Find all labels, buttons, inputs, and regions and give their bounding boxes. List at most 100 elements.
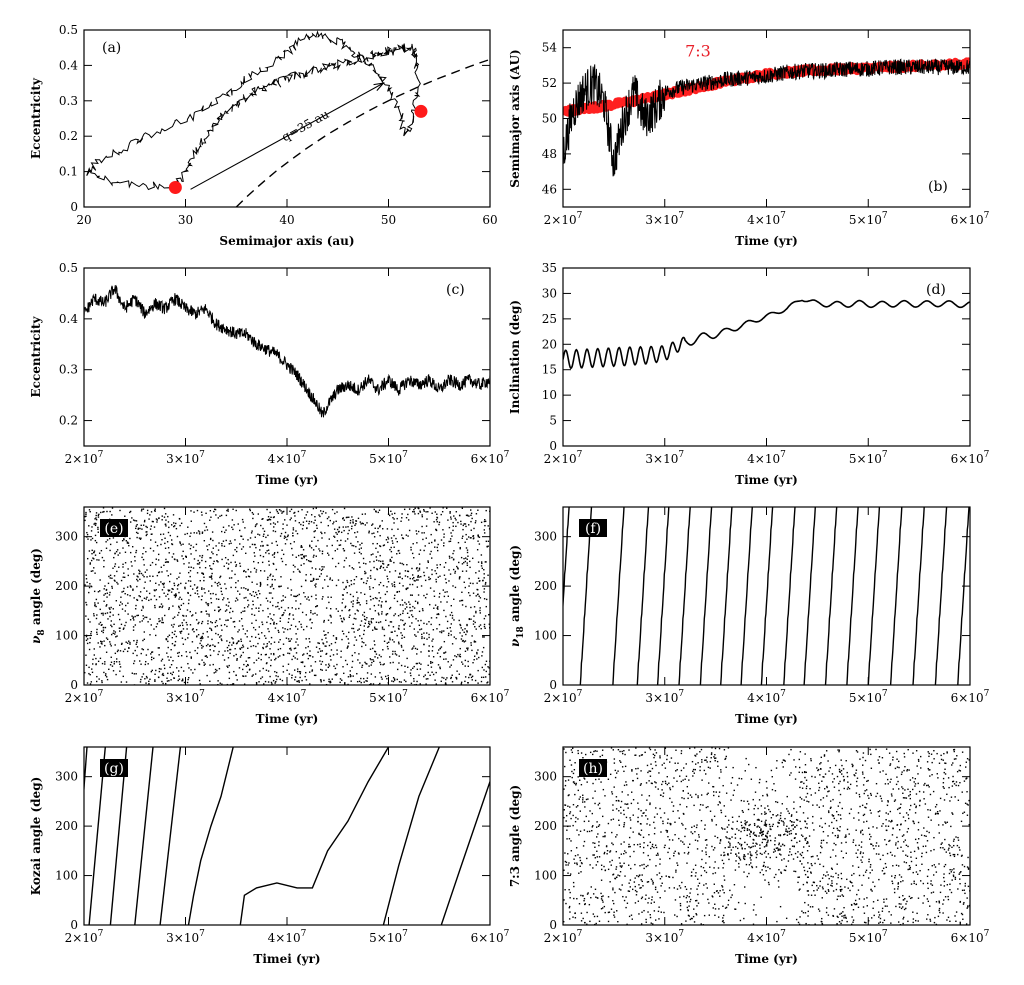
point: [379, 524, 381, 527]
point: [696, 888, 698, 890]
point: [167, 531, 170, 534]
point: [269, 573, 272, 576]
point: [839, 826, 841, 828]
point: [91, 537, 94, 540]
point: [483, 636, 485, 638]
point: [418, 507, 420, 510]
point: [177, 584, 179, 587]
point: [351, 666, 353, 669]
point: [92, 557, 94, 559]
point: [421, 532, 423, 534]
point: [927, 900, 929, 903]
point: [133, 619, 135, 621]
point: [439, 667, 441, 670]
point: [114, 633, 116, 635]
point: [704, 824, 706, 826]
point: [947, 898, 950, 901]
point: [746, 821, 748, 823]
point: [139, 570, 141, 573]
point: [166, 652, 168, 654]
point: [664, 767, 667, 769]
point: [423, 675, 425, 678]
point: [223, 545, 226, 547]
point: [101, 556, 104, 559]
point: [325, 607, 328, 609]
point: [315, 555, 317, 557]
y-axis-label: Eccentricity: [29, 316, 43, 398]
point: [209, 519, 211, 521]
point: [755, 834, 757, 836]
panel-d: 2×107 3×107 4×107 5×107 6×10705101520253035T…: [508, 261, 990, 487]
point: [739, 837, 742, 840]
point: [470, 606, 472, 609]
point: [666, 754, 668, 757]
point: [289, 628, 291, 630]
point: [842, 775, 845, 778]
point: [473, 640, 476, 642]
point: [487, 681, 489, 683]
point: [211, 638, 213, 641]
point: [872, 845, 874, 847]
point: [146, 576, 148, 578]
point: [170, 591, 173, 593]
point: [379, 682, 381, 685]
point: [322, 643, 325, 645]
point: [245, 665, 248, 668]
point: [574, 793, 576, 796]
point: [273, 653, 275, 656]
point: [764, 807, 766, 809]
point: [131, 672, 134, 674]
point: [415, 635, 417, 637]
point: [629, 817, 631, 819]
point: [270, 516, 272, 518]
point: [224, 610, 227, 612]
point: [444, 651, 447, 653]
point: [652, 753, 655, 756]
point: [908, 795, 910, 797]
point: [861, 856, 864, 858]
point: [283, 537, 286, 539]
point: [416, 567, 418, 569]
point: [176, 667, 178, 669]
point: [639, 846, 641, 848]
point: [868, 797, 870, 799]
point: [775, 801, 777, 803]
point: [697, 885, 699, 887]
point: [282, 528, 284, 530]
point: [919, 880, 922, 882]
point: [243, 569, 245, 572]
point: [144, 581, 146, 583]
point: [863, 921, 866, 924]
point: [460, 523, 462, 525]
point: [923, 834, 926, 837]
point: [855, 780, 858, 783]
point: [484, 524, 486, 527]
point: [121, 603, 123, 605]
point: [443, 566, 446, 568]
point: [160, 603, 163, 605]
point: [387, 541, 389, 544]
point: [431, 650, 434, 652]
point: [686, 901, 688, 903]
point: [421, 525, 423, 528]
point: [261, 676, 264, 678]
point: [912, 918, 915, 920]
point: [767, 853, 770, 855]
point: [869, 863, 872, 866]
point: [320, 663, 322, 665]
point: [900, 773, 903, 776]
point: [867, 877, 870, 879]
point: [85, 639, 88, 642]
point: [272, 530, 275, 532]
point: [282, 654, 285, 656]
point: [155, 669, 157, 672]
point: [771, 788, 774, 791]
point: [808, 867, 811, 869]
point: [104, 626, 107, 629]
point: [410, 682, 413, 685]
point: [737, 852, 740, 854]
circulation-segment-2: [612, 507, 625, 685]
point: [789, 774, 791, 776]
point: [158, 596, 161, 598]
point: [192, 546, 195, 548]
